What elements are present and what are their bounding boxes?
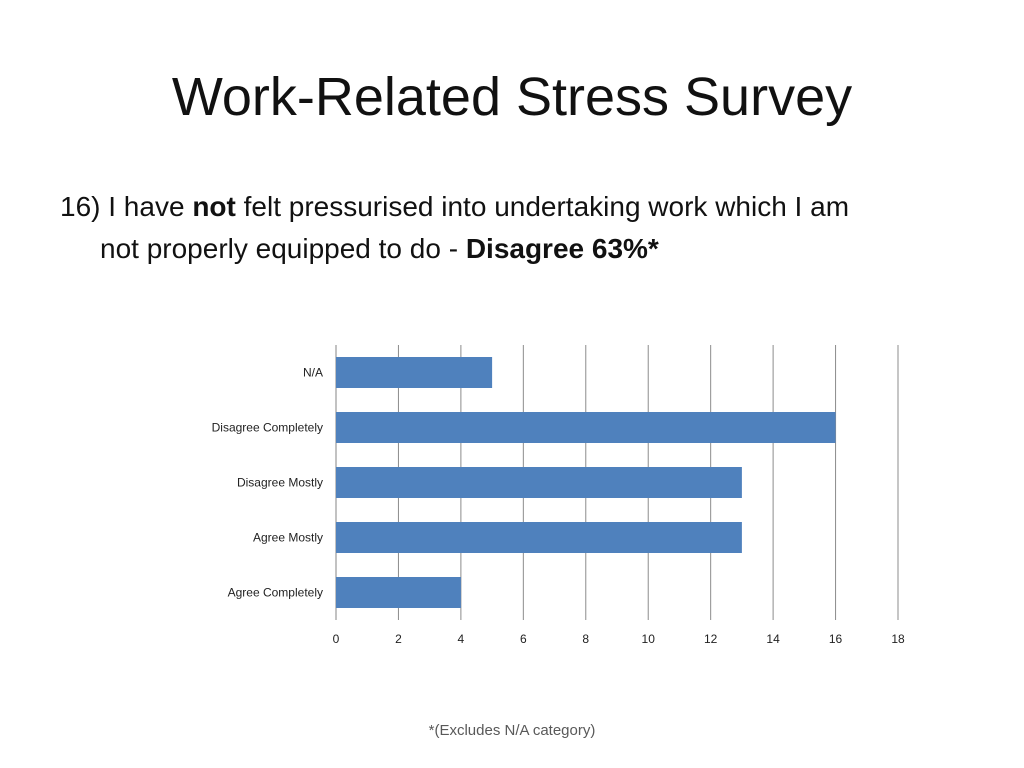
bar — [336, 577, 461, 608]
chart-bars — [336, 357, 836, 608]
question-text: 16) I have not felt pressurised into und… — [60, 186, 960, 270]
category-label: N/A — [303, 366, 323, 380]
question-line2-text: not properly equipped to do - — [100, 233, 466, 264]
x-tick-label: 4 — [458, 632, 465, 646]
question-line2: not properly equipped to do - Disagree 6… — [60, 228, 960, 270]
x-tick-label: 8 — [582, 632, 589, 646]
x-tick-label: 16 — [829, 632, 843, 646]
bar — [336, 412, 836, 443]
question-prefix: 16) I have — [60, 191, 193, 222]
x-tick-label: 18 — [891, 632, 905, 646]
bar — [336, 522, 742, 553]
x-tick-label: 10 — [642, 632, 656, 646]
category-label: Agree Completely — [228, 586, 323, 600]
question-emphasis: not — [192, 191, 236, 222]
chart-category-labels: N/A Disagree Completely Disagree Mostly Agr… — [212, 366, 323, 600]
x-tick-label: 2 — [395, 632, 402, 646]
x-tick-label: 14 — [766, 632, 780, 646]
x-tick-label: 6 — [520, 632, 527, 646]
x-tick-label: 12 — [704, 632, 718, 646]
category-label: Disagree Completely — [212, 421, 323, 435]
bar — [336, 467, 742, 498]
x-tick-label: 0 — [333, 632, 340, 646]
chart-gridlines — [335, 345, 899, 620]
footnote: *(Excludes N/A category) — [428, 722, 596, 739]
chart-tick-labels: 0 2 4 6 8 10 12 14 16 18 — [333, 632, 905, 646]
category-label: Disagree Mostly — [237, 476, 323, 490]
question-result: Disagree 63%* — [465, 233, 659, 264]
category-label: Agree Mostly — [253, 531, 323, 545]
question-middle: felt pressurised into undertaking work w… — [235, 191, 850, 222]
bar — [336, 357, 493, 388]
slide-title: Work-Related Stress Survey — [171, 67, 853, 127]
